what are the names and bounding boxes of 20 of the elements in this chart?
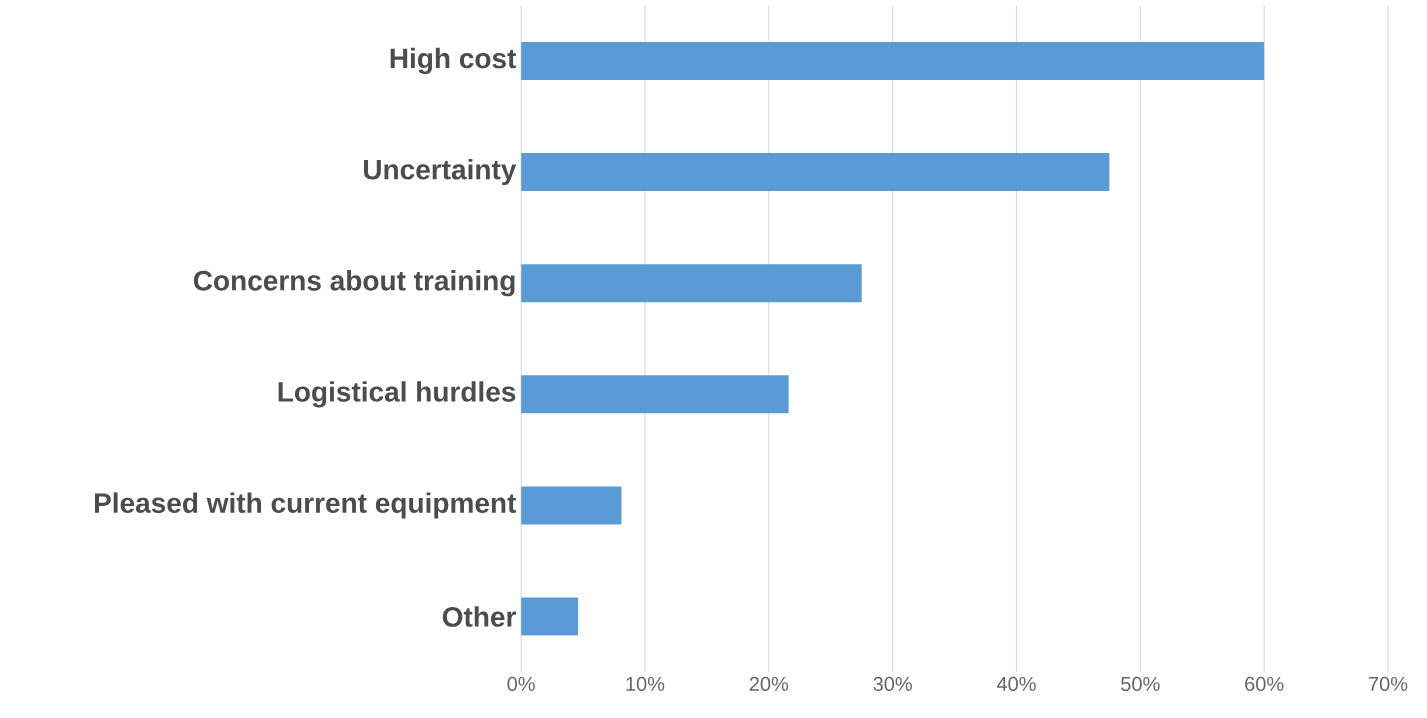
y-tick-label: Concerns about training [193,269,515,297]
x-tick-label: 10% [626,676,665,691]
y-tick-label: Uncertainty [364,158,517,186]
bar [521,152,1110,191]
x-tick-label: 0% [507,676,535,691]
bar [521,597,579,636]
y-tick-label: High cost [390,47,517,74]
x-tick-label: 50% [1121,676,1160,691]
x-tick-label: 30% [873,676,912,691]
bar [521,41,1265,80]
y-tick-label: Other [442,606,516,627]
y-tick-label: Pleased with current equipment [94,492,517,519]
x-tick-label: 40% [996,676,1036,691]
bar [521,375,789,414]
x-tick-label: 70% [1369,676,1408,691]
x-tick-label: 20% [749,676,789,691]
y-tick-label: Logistical hurdles [278,381,516,408]
bar [521,264,862,303]
x-tick-label: 60% [1245,676,1284,691]
bar [521,486,622,525]
